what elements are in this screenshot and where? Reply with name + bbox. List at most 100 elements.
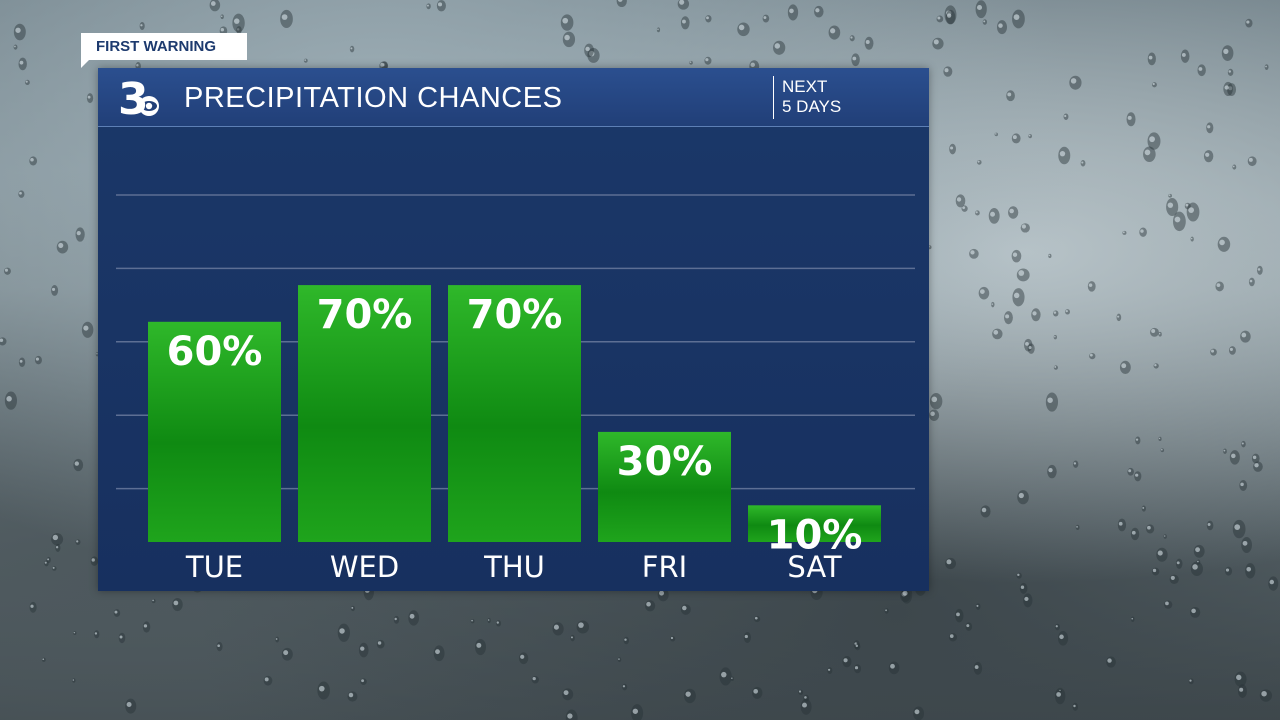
raindrop	[1126, 112, 1136, 127]
raindrop	[1215, 281, 1224, 292]
raindrop	[1147, 52, 1156, 66]
raindrop	[29, 156, 38, 166]
raindrop	[1016, 268, 1030, 282]
raindrop	[1020, 223, 1030, 233]
raindrop	[1143, 146, 1156, 162]
raindrop	[531, 676, 539, 684]
raindrop	[263, 675, 273, 686]
raindrop	[232, 13, 245, 33]
raindrop	[1146, 524, 1155, 534]
raindrop	[670, 636, 676, 642]
raindrop	[945, 557, 956, 570]
precipitation-panel: 3 PRECIPITATION CHANCES NEXT 5 DAYS 60% T…	[98, 68, 929, 591]
raindrop	[41, 657, 46, 662]
raindrop	[426, 3, 431, 10]
raindrop	[1234, 671, 1247, 687]
raindrop	[1027, 343, 1035, 354]
raindrop	[1241, 536, 1252, 553]
raindrop	[1241, 440, 1246, 448]
raindrop	[1045, 392, 1059, 412]
raindrop	[1055, 623, 1060, 631]
raindrop	[55, 543, 61, 552]
value-label-tue: 60%	[167, 329, 263, 375]
raindrop	[376, 639, 385, 649]
period-line-1: NEXT	[782, 77, 828, 96]
raindrop	[1065, 309, 1070, 315]
raindrop	[1131, 616, 1135, 623]
raindrop	[631, 704, 644, 720]
raindrop	[56, 240, 69, 254]
raindrop	[704, 56, 712, 65]
raindrop	[1150, 327, 1159, 337]
raindrop	[1047, 464, 1057, 479]
raindrop	[982, 19, 988, 25]
raindrop	[975, 603, 981, 610]
raindrop	[1003, 311, 1013, 325]
raindrop	[562, 31, 576, 48]
raindrop	[1168, 193, 1172, 198]
raindrop	[1175, 558, 1183, 569]
raindrop	[81, 321, 94, 338]
raindrop	[73, 458, 84, 472]
raindrop	[980, 505, 991, 518]
raindrop	[929, 393, 943, 410]
raindrop	[350, 605, 355, 612]
raindrop	[216, 641, 223, 652]
forecast-period: NEXT 5 DAYS	[782, 77, 841, 117]
raindrop	[677, 0, 690, 10]
raindrop	[1203, 150, 1214, 163]
raindrop	[719, 667, 732, 686]
raindrop	[280, 9, 293, 29]
category-label-wed: WED	[330, 550, 399, 584]
raindrop	[281, 647, 293, 661]
raindrop	[977, 159, 982, 165]
raindrop	[1193, 544, 1205, 558]
raindrop	[994, 132, 999, 137]
raindrop	[1257, 265, 1263, 275]
raindrop	[1251, 453, 1260, 464]
raindrop	[518, 652, 529, 665]
raindrop	[1053, 365, 1058, 370]
bar-thu	[448, 285, 581, 542]
raindrop	[1080, 160, 1086, 167]
raindrop	[657, 588, 669, 602]
raindrop	[13, 23, 26, 41]
raindrop	[762, 14, 770, 23]
chart-title: PRECIPITATION CHANCES	[184, 82, 563, 114]
raindrop	[1227, 83, 1237, 96]
raindrop	[51, 284, 59, 296]
raindrop	[18, 190, 25, 198]
raindrop	[1130, 527, 1140, 541]
raindrop	[1190, 561, 1203, 577]
raindrop	[929, 409, 940, 421]
raindrop	[90, 556, 99, 566]
raindrop	[560, 14, 574, 31]
raindrop	[142, 621, 151, 633]
raindrop	[94, 630, 100, 639]
raindrop	[888, 661, 900, 675]
raindrop	[4, 267, 11, 275]
raindrop	[1152, 82, 1157, 88]
raindrop	[73, 631, 77, 635]
raindrop	[705, 15, 712, 23]
raindrop	[125, 698, 137, 714]
first-warning-tag: FIRST WARNING	[81, 33, 247, 60]
raindrop	[349, 45, 355, 53]
raindrop	[936, 15, 944, 23]
raindrop	[913, 706, 925, 720]
raindrop	[1221, 45, 1234, 61]
raindrop	[752, 686, 763, 699]
raindrop	[1139, 227, 1147, 237]
period-line-2: 5 DAYS	[782, 97, 842, 116]
raindrop	[1158, 331, 1162, 337]
panel-header: 3 PRECIPITATION CHANCES NEXT 5 DAYS	[98, 68, 929, 127]
raindrop	[644, 600, 656, 612]
raindrop	[680, 604, 691, 615]
raindrop	[584, 43, 594, 58]
logo-number: 3	[118, 74, 149, 120]
raindrop	[854, 664, 862, 674]
raindrop	[1019, 582, 1028, 594]
raindrop	[1259, 689, 1273, 702]
raindrop	[1135, 436, 1141, 445]
raindrop	[0, 337, 7, 346]
